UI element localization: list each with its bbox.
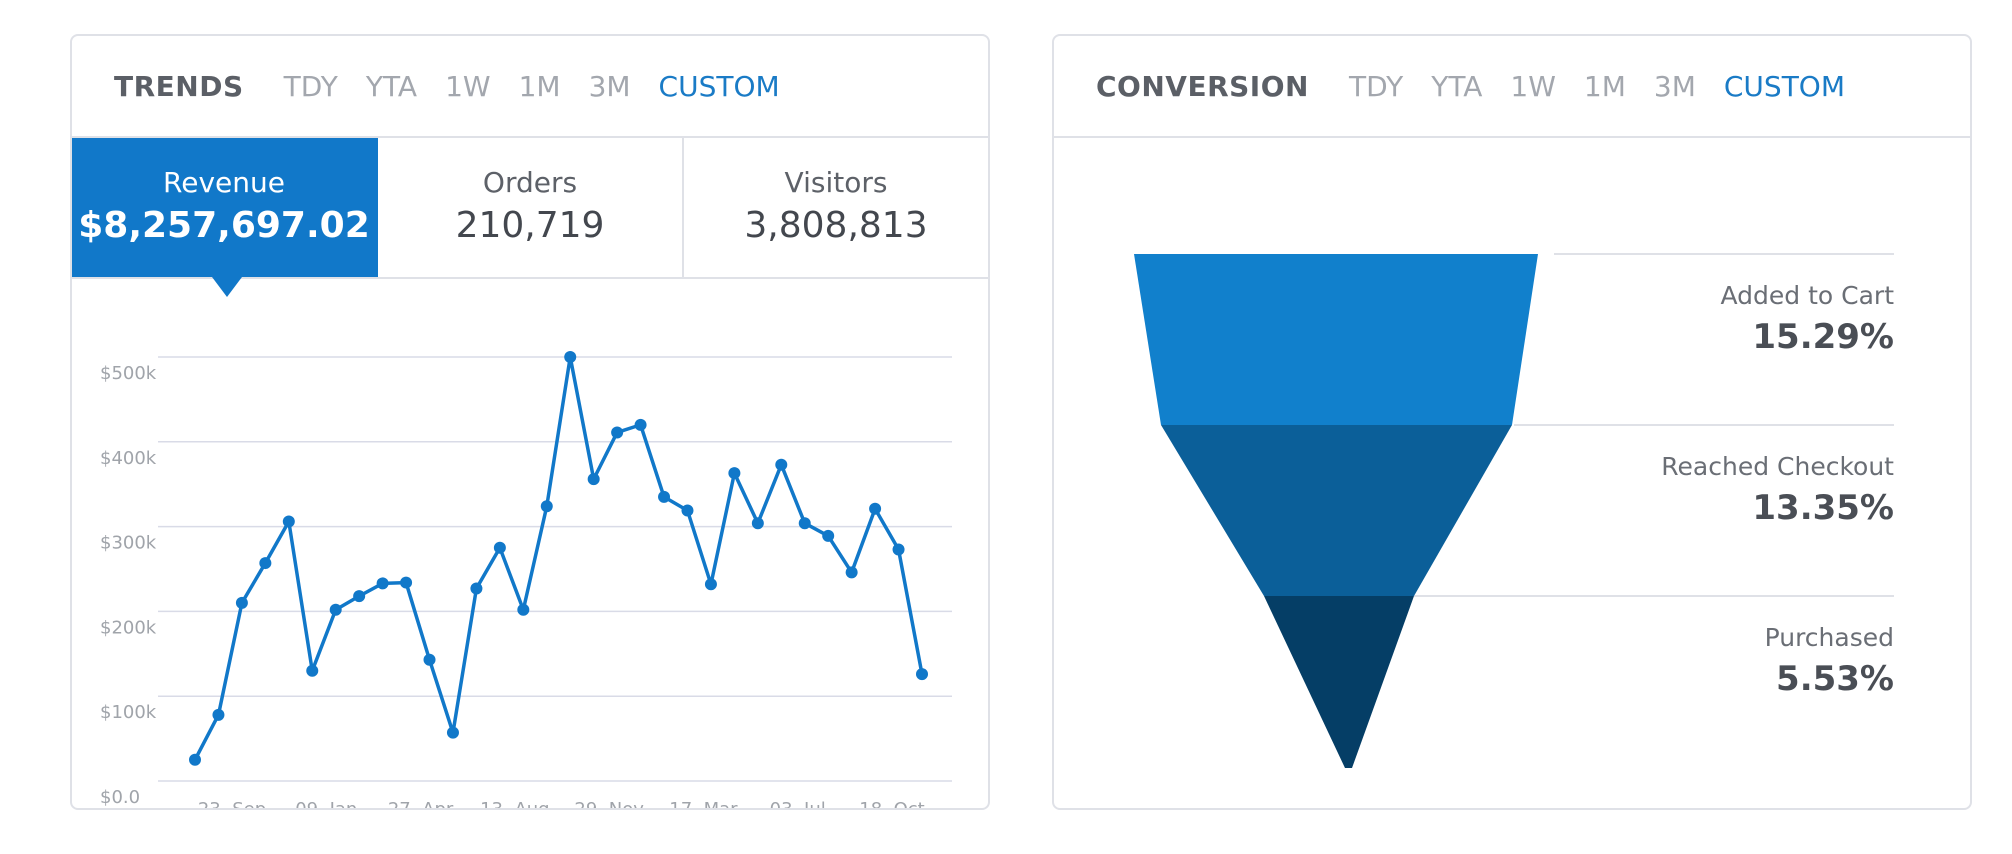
- trends-range-yta[interactable]: YTA: [365, 69, 418, 103]
- trends-range-custom[interactable]: CUSTOM: [658, 69, 780, 103]
- data-point[interactable]: [189, 753, 201, 766]
- active-tab-pointer: [212, 277, 242, 297]
- conversion-header: CONVERSION TDY YTA 1W 1M 3M CUSTOM: [1054, 36, 1970, 138]
- conversion-range-1w[interactable]: 1W: [1510, 69, 1556, 103]
- data-point[interactable]: [493, 541, 506, 554]
- conversion-range-1m[interactable]: 1M: [1583, 69, 1626, 103]
- data-point[interactable]: [775, 458, 788, 471]
- metric-value: 210,719: [455, 205, 605, 246]
- data-point[interactable]: [353, 590, 366, 603]
- data-point[interactable]: [728, 467, 741, 480]
- metric-label: Orders: [482, 166, 578, 199]
- x-tick-label: 03, Jul: [770, 799, 826, 808]
- conversion-title: CONVERSION: [1096, 69, 1309, 103]
- conversion-range-3m[interactable]: 3M: [1653, 69, 1696, 103]
- metric-tab-visitors[interactable]: Visitors 3,808,813: [684, 138, 988, 277]
- data-point[interactable]: [845, 566, 858, 579]
- x-tick-label: 09, Jan: [295, 799, 357, 808]
- metric-value: $8,257,697.02: [78, 205, 370, 246]
- trends-panel: TRENDS TDY YTA 1W 1M 3M CUSTOM Revenue $…: [70, 34, 990, 810]
- data-point[interactable]: [259, 557, 272, 570]
- funnel-stage-label: Reached Checkout: [1661, 452, 1894, 481]
- data-point[interactable]: [282, 515, 295, 528]
- x-tick-label: 13, Aug: [480, 799, 550, 808]
- data-point[interactable]: [916, 668, 928, 681]
- trends-title: TRENDS: [114, 69, 244, 103]
- trends-range-1w[interactable]: 1W: [445, 69, 491, 103]
- data-point[interactable]: [540, 500, 553, 513]
- data-point[interactable]: [306, 664, 319, 677]
- y-tick-label: $0.0: [100, 787, 140, 808]
- data-point[interactable]: [235, 596, 248, 609]
- data-point[interactable]: [564, 351, 577, 363]
- data-point[interactable]: [517, 603, 530, 616]
- conversion-funnel: Added to Cart 15.29% Reached Checkout 13…: [1134, 253, 1895, 768]
- revenue-line-chart: $0.0 $100k $200k $300k $400k $500k 23, Sep 09, …: [100, 351, 952, 808]
- data-point[interactable]: [869, 502, 882, 515]
- conversion-panel: CONVERSION TDY YTA 1W 1M 3M CUSTOM Added…: [1052, 34, 1972, 810]
- data-point[interactable]: [423, 653, 436, 666]
- funnel-stage-label: Added to Cart: [1721, 281, 1895, 310]
- data-point[interactable]: [681, 504, 694, 517]
- conversion-range-tdy[interactable]: TDY: [1348, 69, 1404, 103]
- x-tick-label: 17, Mar: [669, 799, 738, 808]
- funnel-stage-purchased[interactable]: [1264, 596, 1414, 768]
- metric-label: Revenue: [163, 166, 285, 199]
- y-tick-label: $200k: [100, 617, 157, 638]
- metric-label: Visitors: [784, 166, 888, 199]
- data-point[interactable]: [329, 603, 342, 616]
- data-point[interactable]: [611, 426, 624, 439]
- data-point[interactable]: [446, 726, 459, 739]
- trends-range-1m[interactable]: 1M: [518, 69, 561, 103]
- data-point[interactable]: [798, 517, 811, 530]
- data-point[interactable]: [376, 577, 389, 590]
- x-tick-label: 29, Nov: [574, 799, 644, 808]
- data-point[interactable]: [704, 578, 717, 591]
- data-point[interactable]: [400, 576, 413, 589]
- trends-header: TRENDS TDY YTA 1W 1M 3M CUSTOM: [72, 36, 988, 138]
- funnel-stage-label: Purchased: [1765, 623, 1894, 652]
- data-point[interactable]: [822, 529, 835, 542]
- conversion-range-yta[interactable]: YTA: [1431, 69, 1483, 103]
- funnel-stage-reached-checkout[interactable]: [1161, 425, 1512, 596]
- y-tick-label: $500k: [100, 363, 157, 384]
- x-tick-label: 23, Sep: [198, 799, 266, 808]
- metric-value: 3,808,813: [744, 205, 928, 246]
- trends-range-tdy[interactable]: TDY: [283, 69, 338, 103]
- funnel-stage-value: 5.53%: [1776, 659, 1894, 699]
- conversion-range-custom[interactable]: CUSTOM: [1723, 69, 1845, 103]
- revenue-line: [193, 355, 924, 761]
- metric-tabs: Revenue $8,257,697.02 Orders 210,719 Vis…: [72, 138, 988, 297]
- data-point[interactable]: [892, 543, 905, 556]
- metric-tab-orders[interactable]: Orders 210,719: [378, 138, 684, 277]
- y-tick-label: $100k: [100, 702, 157, 723]
- metric-tab-revenue[interactable]: Revenue $8,257,697.02: [72, 138, 378, 297]
- funnel-stage-value: 15.29%: [1752, 317, 1894, 357]
- trends-range-3m[interactable]: 3M: [588, 69, 631, 103]
- data-point[interactable]: [587, 473, 600, 486]
- y-tick-label: $300k: [100, 533, 157, 554]
- x-tick-label: 18, Oct: [859, 799, 924, 808]
- funnel-stage-added-to-cart[interactable]: [1134, 254, 1538, 425]
- x-tick-label: 27, Apr: [388, 799, 454, 808]
- data-point[interactable]: [634, 418, 647, 431]
- data-point[interactable]: [658, 490, 671, 503]
- funnel-stage-value: 13.35%: [1752, 488, 1894, 528]
- data-point[interactable]: [470, 582, 483, 595]
- data-point[interactable]: [212, 708, 225, 721]
- data-point[interactable]: [751, 517, 764, 530]
- y-tick-label: $400k: [100, 448, 157, 469]
